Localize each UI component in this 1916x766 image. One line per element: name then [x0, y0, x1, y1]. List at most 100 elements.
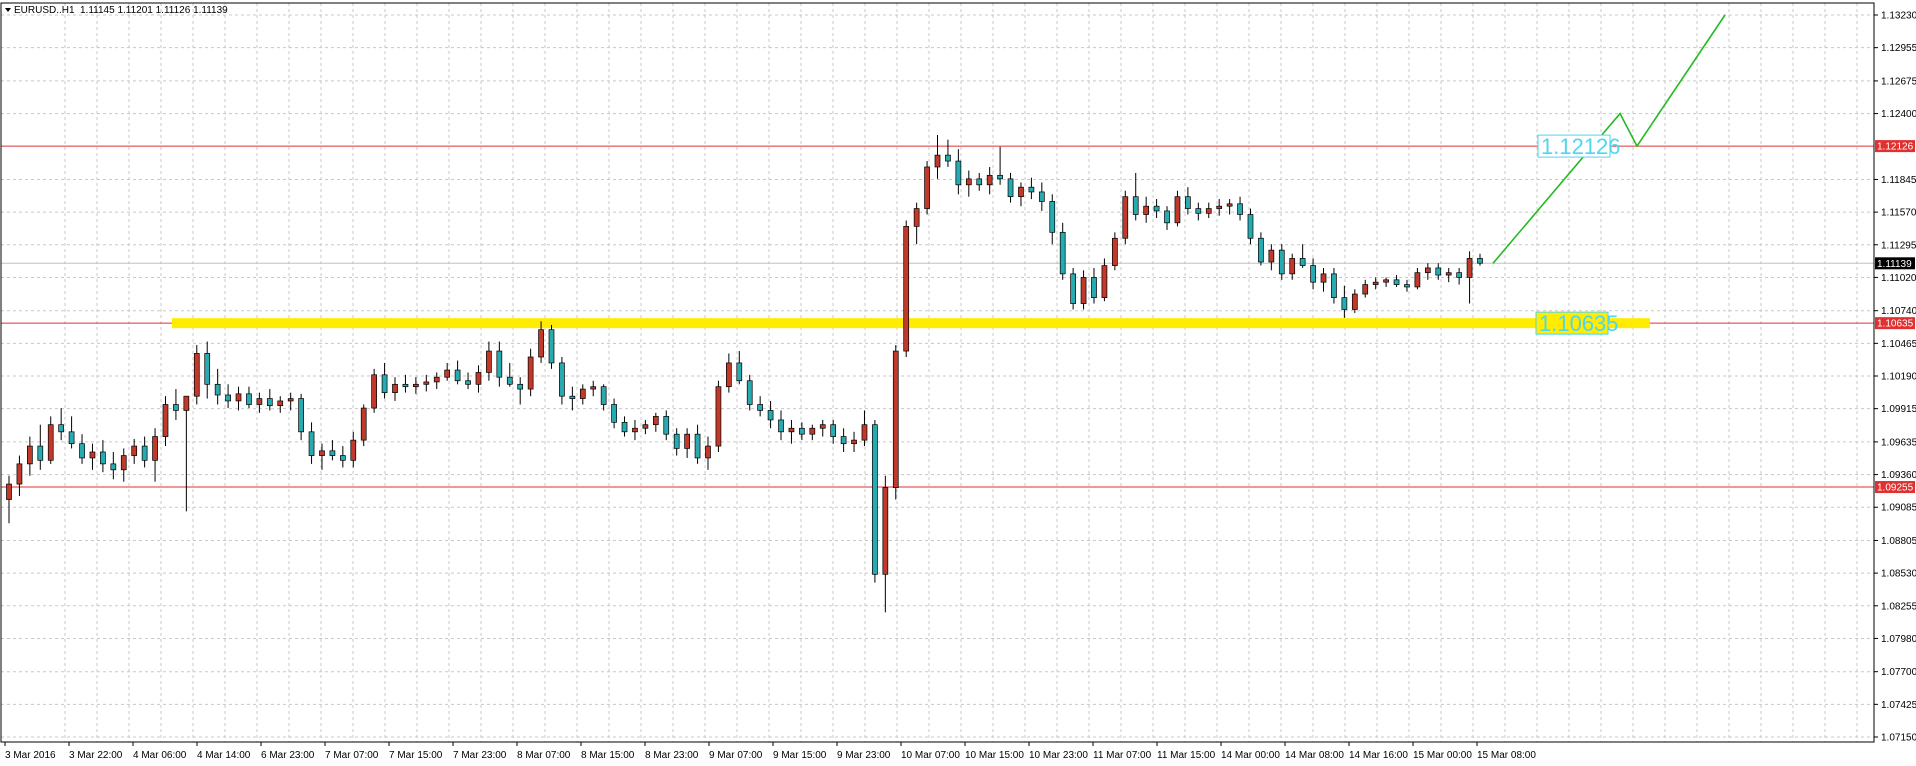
candle-body	[913, 208, 920, 227]
candle-body	[27, 445, 33, 465]
collapse-triangle-icon[interactable]	[5, 8, 11, 12]
candle-body	[246, 393, 252, 405]
candle-body	[1310, 265, 1316, 283]
candle-body	[360, 407, 367, 441]
candles	[6, 134, 1483, 613]
candle-body	[872, 424, 878, 575]
candle-body	[663, 416, 670, 435]
candle-body	[141, 445, 148, 461]
candle-body	[339, 455, 346, 461]
y-tick-label: 1.09915	[1881, 404, 1916, 415]
candle-body	[392, 383, 398, 393]
candle-body	[1070, 273, 1076, 304]
candle-body	[475, 372, 482, 385]
candle-body	[746, 380, 753, 405]
candle-body	[173, 404, 179, 411]
candle-body	[1205, 208, 1212, 214]
y-tick-label: 1.08255	[1881, 601, 1916, 612]
candle-body	[559, 362, 565, 397]
annotation-box	[1535, 311, 1609, 335]
candle-body	[955, 160, 962, 186]
annotation-label: 1.10635	[1539, 311, 1619, 336]
y-tick-label: 1.13230	[1881, 11, 1916, 22]
candle-body	[183, 395, 190, 411]
candle-body	[89, 451, 96, 459]
candle-body	[621, 421, 628, 433]
candle-body	[986, 174, 993, 186]
price-tag-label: 1.10635	[1877, 319, 1914, 330]
candle-body	[965, 178, 972, 186]
candle-body	[1268, 249, 1275, 263]
candle-body	[1435, 267, 1442, 276]
y-tick-label: 1.07980	[1881, 634, 1916, 645]
candle-body	[120, 455, 127, 471]
candle-body	[517, 383, 524, 390]
plot-frame	[0, 2, 1875, 743]
candle-body	[705, 445, 711, 459]
candle-body	[235, 393, 242, 402]
y-tick-label: 1.10465	[1881, 339, 1916, 350]
candle-body	[788, 427, 795, 433]
candle-body	[1101, 265, 1108, 298]
annotation-box	[1537, 134, 1611, 158]
candle-body	[819, 424, 826, 429]
candle-body	[1362, 284, 1369, 295]
candle-body	[1122, 196, 1129, 239]
candle-body	[16, 463, 23, 485]
y-tick-label: 1.08805	[1881, 536, 1916, 547]
candle-body	[433, 376, 440, 383]
y-tick-label: 1.12675	[1881, 76, 1916, 87]
candle-body	[1049, 201, 1056, 233]
candle-body	[350, 439, 357, 461]
candle-body	[204, 353, 211, 385]
y-tick-label: 1.08530	[1881, 569, 1916, 580]
candle-body	[214, 383, 221, 396]
candle-body	[37, 445, 44, 461]
candle-body	[1393, 279, 1400, 285]
candle-body	[1372, 281, 1379, 285]
candle-body	[840, 436, 847, 445]
candle-body	[1278, 249, 1285, 275]
candle-body	[726, 362, 732, 388]
y-tick-label: 1.11570	[1881, 208, 1916, 219]
candle-body	[371, 374, 377, 409]
candle-body	[6, 483, 12, 500]
candle-body	[1414, 272, 1421, 288]
candle-body	[757, 404, 763, 411]
candle-body	[1237, 203, 1243, 215]
x-tick-label: 10 Mar 15:00	[965, 750, 1024, 761]
candle-body	[767, 410, 774, 421]
x-tick-label: 3 Mar 22:00	[69, 750, 123, 761]
y-tick-label: 1.11295	[1881, 240, 1916, 251]
candle-body	[642, 424, 649, 429]
candle-body	[632, 427, 638, 433]
y-tick-label: 1.10740	[1881, 306, 1916, 317]
candle-body	[1341, 297, 1348, 310]
candle-body	[486, 350, 492, 373]
x-tick-label: 8 Mar 15:00	[581, 750, 635, 761]
x-tick-label: 9 Mar 23:00	[837, 750, 891, 761]
x-tick-label: 7 Mar 15:00	[389, 750, 443, 761]
candle-body	[1185, 196, 1191, 209]
y-tick-label: 1.07700	[1881, 667, 1916, 678]
x-tick-label: 6 Mar 23:00	[261, 750, 315, 761]
x-tick-label: 15 Mar 08:00	[1477, 750, 1536, 761]
candle-body	[1383, 279, 1389, 283]
x-tick-label: 14 Mar 08:00	[1285, 750, 1344, 761]
candle-body	[600, 386, 607, 405]
candle-body	[892, 350, 899, 488]
candle-body	[1018, 186, 1024, 198]
candle-body	[308, 431, 315, 456]
candle-body	[684, 433, 690, 449]
candle-body	[152, 436, 158, 461]
candle-body	[1404, 284, 1410, 288]
grid	[1, 3, 1874, 742]
candle-body	[1466, 258, 1473, 278]
x-tick-label: 14 Mar 16:00	[1349, 750, 1408, 761]
x-tick-label: 4 Mar 14:00	[197, 750, 251, 761]
candle-body	[1299, 258, 1306, 266]
candle-body	[1331, 273, 1337, 298]
